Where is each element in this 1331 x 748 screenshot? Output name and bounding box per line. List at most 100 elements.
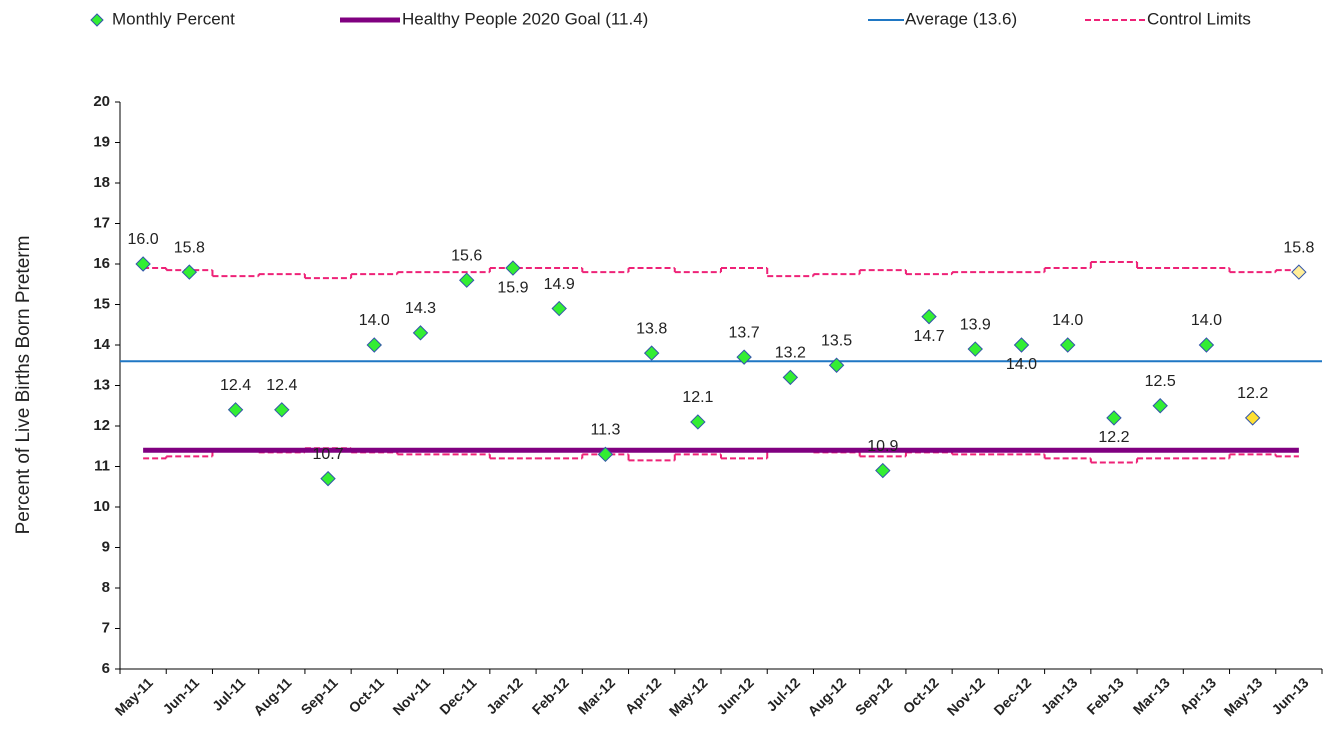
data-label: 13.5 <box>821 332 852 349</box>
legend-marker <box>90 13 104 27</box>
data-point <box>366 337 382 353</box>
data-label: 15.8 <box>1283 239 1314 256</box>
data-point <box>459 272 475 288</box>
y-tick-label: 7 <box>102 619 110 636</box>
data-point <box>551 300 567 317</box>
data-point <box>1244 410 1261 426</box>
y-tick-label: 15 <box>93 295 110 312</box>
x-tick-label: Jul-12 <box>763 674 803 714</box>
data-label: 14.7 <box>913 328 944 345</box>
data-label: 12.1 <box>682 389 713 406</box>
data-point <box>1106 410 1122 426</box>
data-point <box>505 260 521 276</box>
data-point <box>181 264 198 280</box>
data-point <box>135 256 151 272</box>
y-tick-label: 8 <box>102 579 110 596</box>
y-tick-label: 14 <box>93 336 110 353</box>
x-tick-label: Feb-12 <box>529 674 572 717</box>
data-label: 13.2 <box>775 345 806 362</box>
x-tick-label: May-12 <box>666 674 711 719</box>
data-point <box>597 446 614 463</box>
data-point <box>1291 264 1307 280</box>
x-tick-label: Aug-11 <box>250 674 294 718</box>
data-label: 12.2 <box>1237 385 1268 402</box>
x-tick-label: Sep-11 <box>298 674 341 717</box>
data-label: 12.2 <box>1098 429 1129 446</box>
y-axis-label: Percent of Live Births Born Preterm <box>13 236 34 535</box>
x-tick-label: Apr-13 <box>1176 674 1219 717</box>
data-label: 14.3 <box>405 300 436 317</box>
x-tick-label: Jun-12 <box>714 674 757 717</box>
x-tick-label: Apr-12 <box>622 674 665 717</box>
legend-label: Control Limits <box>1147 9 1251 28</box>
data-point <box>227 402 244 418</box>
data-label: 14.0 <box>359 312 390 329</box>
x-tick-label: Mar-12 <box>575 674 618 717</box>
data-point <box>320 470 336 487</box>
data-point <box>1152 398 1168 414</box>
data-point <box>828 357 845 373</box>
data-point <box>921 308 937 325</box>
data-point <box>690 414 706 430</box>
y-tick-label: 9 <box>102 538 110 555</box>
x-tick-label: Dec-11 <box>436 674 479 717</box>
y-tick-label: 18 <box>93 174 110 191</box>
data-point <box>643 345 660 361</box>
x-tick-label: May-13 <box>1221 674 1266 719</box>
y-tick-label: 13 <box>93 376 110 393</box>
x-tick-label: Jun-11 <box>159 674 202 717</box>
x-tick-label: Nov-12 <box>944 674 988 718</box>
data-label: 10.7 <box>312 446 343 463</box>
data-point <box>412 325 429 341</box>
x-tick-label: May-11 <box>112 674 156 718</box>
y-tick-label: 11 <box>94 457 110 474</box>
data-point <box>782 369 799 386</box>
y-tick-label: 17 <box>93 214 110 231</box>
x-tick-label: Jan-12 <box>483 674 526 717</box>
x-tick-label: Aug-12 <box>804 674 849 719</box>
x-tick-label: Oct-12 <box>900 674 942 716</box>
data-point <box>967 341 983 357</box>
x-tick-label: Nov-11 <box>389 674 433 718</box>
y-tick-label: 6 <box>102 660 110 677</box>
data-label: 16.0 <box>128 231 159 248</box>
y-tick-label: 16 <box>93 255 110 272</box>
x-tick-label: Jun-13 <box>1268 674 1311 717</box>
y-tick-label: 12 <box>93 417 110 434</box>
data-label: 15.8 <box>174 239 205 256</box>
x-tick-label: Dec-12 <box>990 674 1034 718</box>
x-tick-label: Jan-13 <box>1038 674 1081 717</box>
y-tick-label: 10 <box>93 498 110 515</box>
y-tick-label: 20 <box>93 93 110 110</box>
legend-label: Monthly Percent <box>112 9 235 28</box>
data-point <box>274 402 290 418</box>
data-label: 12.5 <box>1145 373 1176 390</box>
legend-label: Average (13.6) <box>905 9 1017 28</box>
x-tick-label: Feb-13 <box>1083 674 1126 717</box>
data-point <box>1013 337 1030 353</box>
data-point <box>736 349 752 365</box>
data-label: 12.4 <box>266 377 297 394</box>
legend-label: Healthy People 2020 Goal (11.4) <box>402 9 648 28</box>
data-label: 15.9 <box>497 279 528 296</box>
data-label: 10.9 <box>867 438 898 455</box>
data-label: 11.3 <box>590 422 620 439</box>
x-tick-label: Sep-12 <box>852 674 896 718</box>
x-tick-label: Oct-11 <box>345 674 387 716</box>
data-point <box>1060 337 1076 353</box>
data-label: 15.6 <box>451 247 482 264</box>
data-label: 12.4 <box>220 377 251 394</box>
data-point <box>875 462 891 479</box>
data-label: 14.9 <box>544 276 575 293</box>
y-tick-label: 19 <box>93 133 110 150</box>
data-label: 14.0 <box>1052 312 1083 329</box>
data-point <box>1198 337 1215 353</box>
data-label: 14.0 <box>1191 312 1222 329</box>
x-tick-label: Jul-11 <box>209 674 249 714</box>
data-label: 13.9 <box>960 316 991 333</box>
data-label: 13.7 <box>729 324 760 341</box>
x-tick-label: Mar-13 <box>1130 674 1173 717</box>
data-label: 13.8 <box>636 320 667 337</box>
